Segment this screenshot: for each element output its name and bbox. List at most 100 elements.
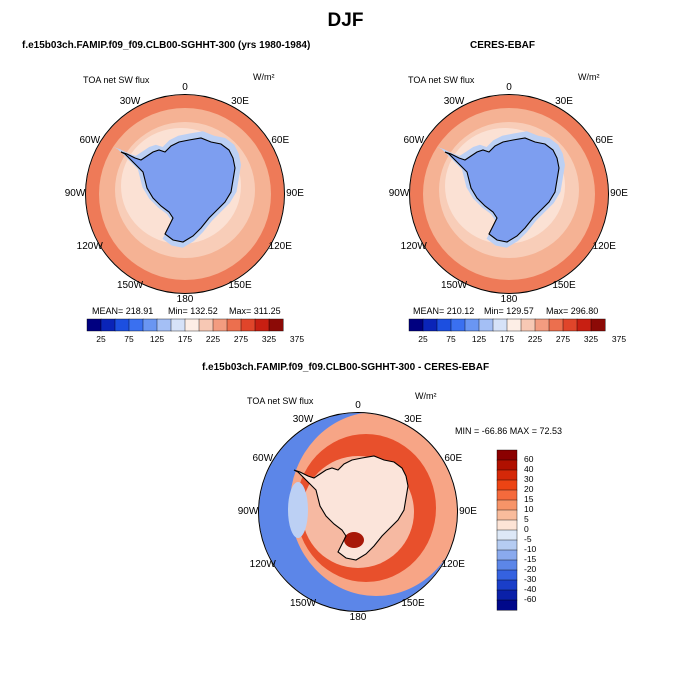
diff-colorbar-cell <box>496 529 518 541</box>
panel-1-variable: TOA net SW flux <box>83 75 150 85</box>
longitude-label: 0 <box>355 400 361 411</box>
diff-colorbar-cell <box>496 569 518 581</box>
colorbar-tick-label: 275 <box>233 334 249 344</box>
longitude-label: 120E <box>268 241 292 252</box>
colorbar-cell <box>422 318 438 332</box>
diff-colorbar-cell <box>496 599 518 611</box>
colorbar-cell <box>212 318 228 332</box>
panel-2-variable: TOA net SW flux <box>408 75 475 85</box>
colorbar-tick-label: 225 <box>205 334 221 344</box>
main-title: DJF <box>327 10 364 31</box>
diff-colorbar-cell <box>496 519 518 531</box>
colorbar-tick-label: 75 <box>124 334 134 344</box>
colorbar-tick-label: 175 <box>499 334 515 344</box>
longitude-label: 180 <box>349 612 367 623</box>
longitude-label: 60E <box>271 135 290 146</box>
diff-colorbar-label: 0 <box>524 524 529 534</box>
colorbar-cell <box>464 318 480 332</box>
colorbar-tick-label: 25 <box>96 334 106 344</box>
antarctica-coastline <box>444 137 560 243</box>
diff-colorbar-label: -20 <box>524 564 537 574</box>
panel-1-polar-map <box>85 94 285 294</box>
longitude-label: 90W <box>237 506 259 517</box>
panel-1-min: Min= 132.52 <box>168 306 218 316</box>
diff-colorbar-label: 5 <box>524 514 529 524</box>
longitude-label: 0 <box>506 82 512 93</box>
diff-colorbar-cell <box>496 579 518 591</box>
longitude-label: 30W <box>119 96 141 108</box>
longitude-label: 30E <box>404 414 422 426</box>
colorbar-cell <box>492 318 508 332</box>
longitude-label: 150E <box>228 279 252 291</box>
map-boundary <box>409 94 609 294</box>
colorbar-cell <box>100 318 116 332</box>
panel-1-max: Max= 311.25 <box>229 306 281 316</box>
colorbar-cell <box>184 318 200 332</box>
longitude-label: 150E <box>401 597 425 609</box>
diff-negative-patch <box>288 482 308 538</box>
diff-colorbar-label: 40 <box>524 464 534 474</box>
longitude-label: 90W <box>388 188 410 199</box>
colorbar-cell <box>590 318 606 332</box>
colorbar-tick-label: 325 <box>583 334 599 344</box>
diff-colorbar-cell <box>496 589 518 601</box>
diff-colorbar-cell <box>496 459 518 471</box>
longitude-label: 120W <box>76 241 103 252</box>
colorbar-cell <box>86 318 102 332</box>
diff-colorbar-cell <box>496 449 518 461</box>
diff-colorbar-label: 30 <box>524 474 534 484</box>
colorbar-cell <box>142 318 158 332</box>
diff-colorbar-labels: 60 40 30 20 15 10 5 0 -5 -10 -15 -20 -30 -40 -60 <box>524 450 564 610</box>
diff-colorbar-label: -10 <box>524 544 537 554</box>
longitude-label: 30W <box>292 414 314 426</box>
panel-1-colorbar <box>86 318 284 332</box>
diff-colorbar-cell <box>496 489 518 501</box>
diff-colorbar-cell <box>496 509 518 521</box>
colorbar-cell <box>534 318 550 332</box>
longitude-label: 150W <box>440 279 468 291</box>
colorbar-cell <box>436 318 452 332</box>
longitude-label: 150W <box>116 279 144 291</box>
colorbar-cell <box>128 318 144 332</box>
diff-panel-title: f.e15b03ch.FAMIP.f09_f09.CLB00-SGHHT-300… <box>201 362 490 373</box>
colorbar-tick-label: 75 <box>446 334 456 344</box>
longitude-label: 90W <box>64 188 86 199</box>
colorbar-cell <box>156 318 172 332</box>
diff-colorbar-label: 10 <box>524 504 534 514</box>
longitude-label: 30W <box>443 96 465 108</box>
colorbar-cell <box>562 318 578 332</box>
diff-colorbar-label: -15 <box>524 554 537 564</box>
diff-colorbar-label: 60 <box>524 454 534 464</box>
panel-2-colorbar <box>408 318 606 332</box>
diff-variable: TOA net SW flux <box>247 396 314 406</box>
diff-colorbar-cell <box>496 479 518 491</box>
diff-colorbar-label: -60 <box>524 594 537 604</box>
diff-colorbar-label: 20 <box>524 484 534 494</box>
longitude-label: 180 <box>176 294 194 305</box>
colorbar-cell <box>254 318 270 332</box>
longitude-label: 150W <box>289 597 317 609</box>
colorbar-tick-label: 275 <box>555 334 571 344</box>
antarctica-coastline <box>293 455 409 561</box>
diff-colorbar-cell <box>496 559 518 571</box>
colorbar-cell <box>268 318 284 332</box>
longitude-label: 180 <box>500 294 518 305</box>
longitude-label: 60E <box>595 135 614 146</box>
colorbar-cell <box>548 318 564 332</box>
colorbar-cell <box>450 318 466 332</box>
diff-polar-map <box>258 412 458 612</box>
map-boundary <box>258 412 458 612</box>
longitude-label: 90E <box>286 188 304 199</box>
colorbar-tick-label: 175 <box>177 334 193 344</box>
diff-units: W/m² <box>415 391 437 401</box>
longitude-label: 150E <box>552 279 576 291</box>
panel-1-title: f.e15b03ch.FAMIP.f09_f09.CLB00-SGHHT-300… <box>22 40 311 51</box>
diff-hotspot <box>344 532 364 548</box>
longitude-label: 60E <box>444 453 463 464</box>
longitude-label: 120W <box>400 241 427 252</box>
colorbar-tick-label: 225 <box>527 334 543 344</box>
panel-1-mean: MEAN= 218.91 <box>92 306 154 316</box>
longitude-label: 60W <box>79 135 101 146</box>
colorbar-tick-label: 125 <box>471 334 487 344</box>
colorbar-cell <box>576 318 592 332</box>
